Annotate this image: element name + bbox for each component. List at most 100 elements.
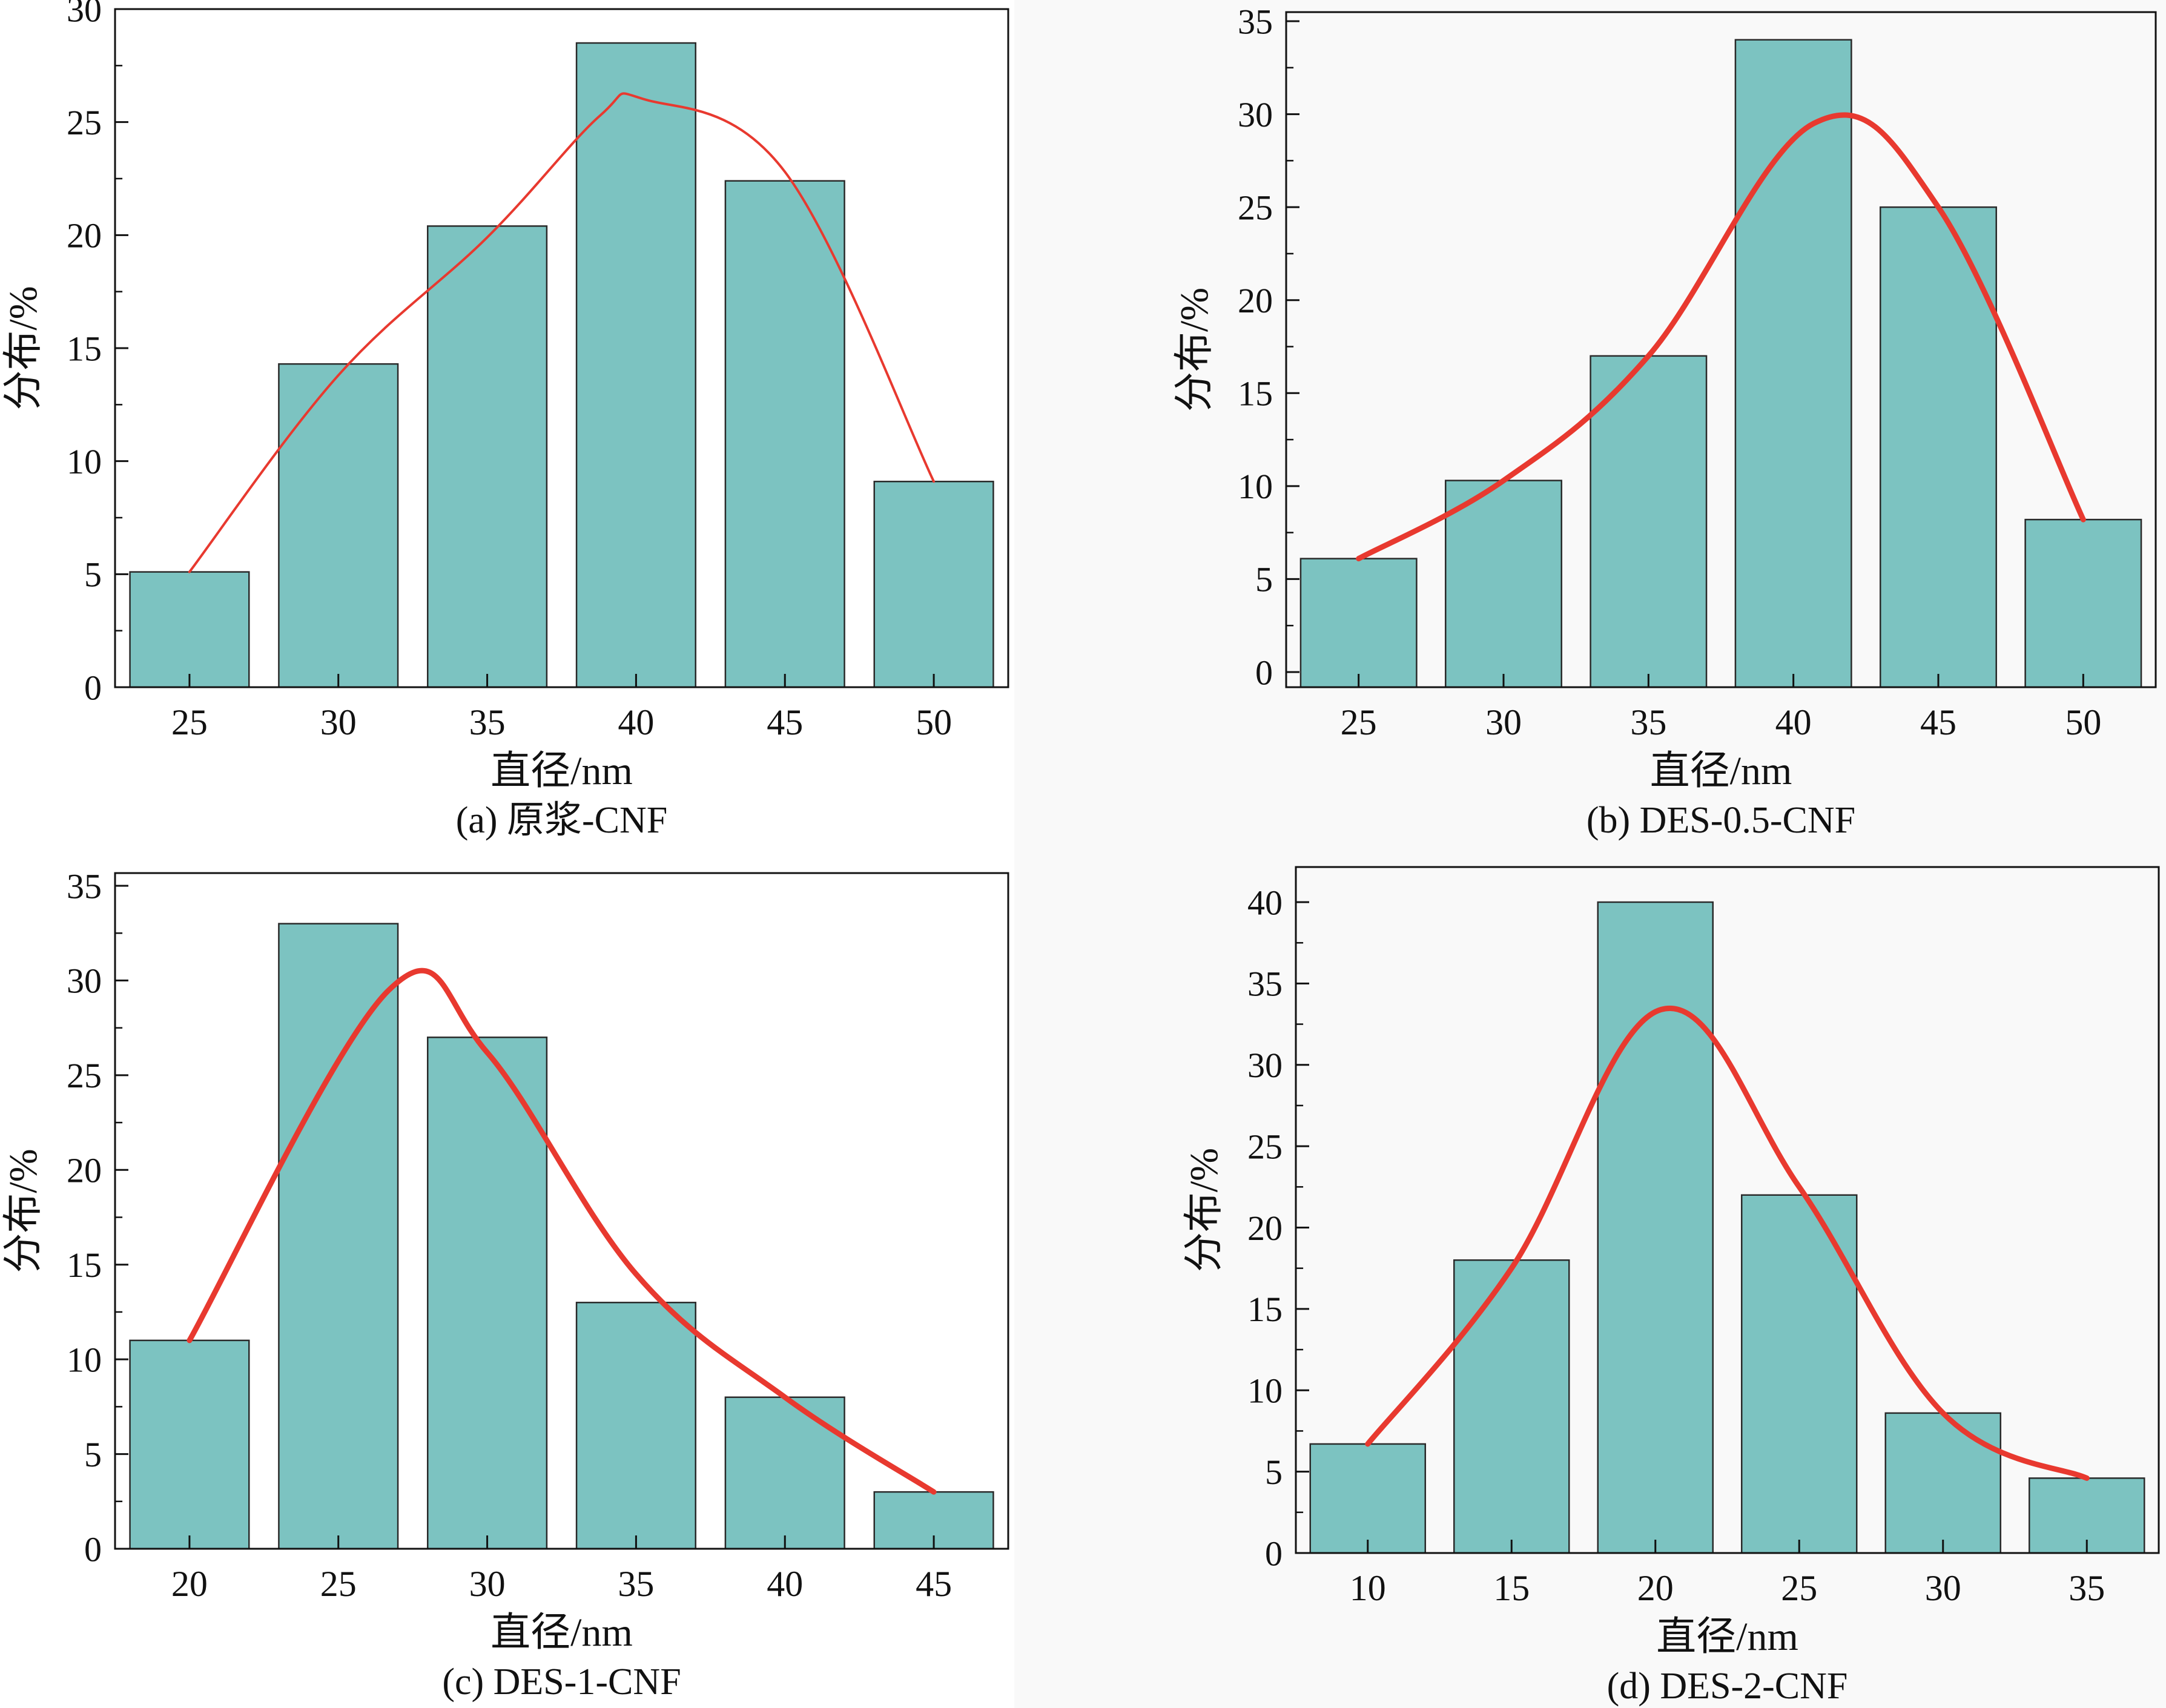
x-tick-label: 25	[171, 702, 208, 742]
y-tick-label: 25	[1247, 1127, 1283, 1166]
y-tick-label: 30	[1238, 95, 1273, 134]
x-tick-label: 35	[1630, 702, 1666, 742]
x-tick-label: 35	[618, 1564, 654, 1604]
y-tick-label: 0	[1265, 1534, 1283, 1573]
y-tick-label: 20	[1238, 281, 1273, 320]
bar-50	[873, 481, 994, 688]
bar-10	[1309, 1443, 1426, 1554]
y-tick-label: 40	[1247, 883, 1283, 922]
bar-20	[1597, 901, 1714, 1554]
panel-caption: (d) DES-2-CNF	[1607, 1666, 1848, 1707]
bar-40	[1734, 39, 1852, 688]
x-tick-label: 45	[767, 702, 803, 742]
x-tick-label: 20	[171, 1564, 208, 1604]
panel-caption: (c) DES-1-CNF	[442, 1661, 681, 1703]
bar-30	[278, 363, 399, 688]
y-axis-label: 分布/%	[1, 286, 45, 410]
bar-35	[1590, 355, 1708, 688]
panel-caption: (a) 原浆-CNF	[456, 800, 668, 841]
x-tick-label: 50	[916, 702, 952, 742]
plot-frame	[114, 872, 1009, 1550]
y-axis-label: 分布/%	[1182, 1148, 1226, 1272]
bar-25	[1741, 1194, 1858, 1554]
bar-25	[1299, 558, 1418, 688]
fit-curve	[187, 968, 937, 1495]
chart-panel-d: 0 5 10 15 20 25 30 35 40 10 15 20 25 30 35 直径/nm 分布/% (d)…	[1182, 866, 2160, 1707]
y-tick-label: 15	[1247, 1290, 1283, 1329]
y-tick-label: 30	[1247, 1046, 1283, 1085]
bar-45	[1880, 206, 1997, 688]
chart-panel-a: 0 5 10 15 20 25 30 25 30 35 40 45 50 直径/nm 分布/% (a) 原浆-…	[1, 0, 1009, 841]
x-tick-label: 30	[320, 702, 357, 742]
bar-30	[1884, 1412, 2001, 1554]
y-tick-label: 15	[67, 1245, 102, 1285]
y-tick-label: 30	[67, 961, 102, 1001]
fit-curve	[1365, 1005, 2090, 1481]
x-axis-label: 直径/nm	[1656, 1615, 1798, 1659]
chart-panel-b: 0 5 10 15 20 25 30 35 25 30 35 40 45 50 直径/nm 分布/% (b) D…	[1172, 2, 2157, 841]
bar-30	[427, 1037, 548, 1550]
x-tick-label: 30	[469, 1564, 506, 1604]
bar-25	[129, 571, 250, 688]
y-tick-label: 10	[67, 442, 102, 481]
y-tick-label: 20	[1247, 1208, 1283, 1248]
bar-35	[575, 1302, 696, 1550]
y-tick-label: 10	[67, 1340, 102, 1379]
x-axis-label: 直径/nm	[490, 749, 633, 793]
bar-30	[1445, 480, 1562, 688]
y-tick-label: 10	[1247, 1371, 1283, 1411]
bar-40	[575, 42, 696, 688]
y-tick-label: 20	[67, 1151, 102, 1190]
x-tick-label: 40	[767, 1564, 803, 1604]
x-tick-label: 25	[1781, 1568, 1817, 1608]
bar-25	[278, 923, 399, 1550]
chart-panel-c: 0 5 10 15 20 25 30 35 20 25 30 35 40 45 直径/nm 分布/% (c) D…	[1, 866, 1009, 1703]
y-tick-label: 30	[67, 0, 102, 29]
y-tick-label: 15	[1238, 374, 1273, 414]
y-tick-label: 35	[67, 866, 102, 906]
panel-caption: (b) DES-0.5-CNF	[1587, 800, 1855, 841]
y-tick-label: 5	[1255, 560, 1273, 599]
y-tick-label: 5	[1265, 1452, 1283, 1492]
y-axis-label: 分布/%	[1172, 288, 1217, 412]
fit-curve	[1356, 112, 2086, 562]
y-tick-label: 15	[67, 329, 102, 368]
y-axis-label: 分布/%	[1, 1149, 45, 1273]
x-tick-label: 15	[1493, 1568, 1530, 1608]
x-tick-label: 35	[469, 702, 506, 742]
y-tick-label: 5	[84, 1435, 102, 1474]
y-tick-label: 0	[84, 1529, 102, 1569]
y-tick-label: 10	[1238, 467, 1273, 506]
x-tick-label: 40	[1775, 702, 1812, 742]
plot-frame	[1295, 866, 2160, 1554]
y-tick-label: 35	[1238, 2, 1273, 41]
x-tick-label: 45	[916, 1564, 952, 1604]
x-tick-label: 30	[1485, 702, 1522, 742]
x-tick-label: 25	[320, 1564, 357, 1604]
y-tick-label: 20	[67, 216, 102, 256]
x-tick-label: 40	[618, 702, 654, 742]
bar-50	[2024, 518, 2142, 688]
x-axis-label: 直径/nm	[490, 1611, 633, 1655]
x-tick-label: 20	[1637, 1568, 1674, 1608]
fit-curve	[188, 92, 936, 573]
plot-frame	[1285, 11, 2157, 688]
bar-45	[724, 180, 845, 688]
x-axis-label: 直径/nm	[1650, 749, 1792, 793]
x-tick-label: 35	[2069, 1568, 2105, 1608]
y-tick-label: 0	[84, 668, 102, 707]
y-tick-label: 25	[67, 103, 102, 142]
bar-40	[724, 1396, 845, 1550]
bar-15	[1453, 1259, 1570, 1554]
y-tick-label: 35	[1247, 964, 1283, 1004]
y-tick-label: 5	[84, 555, 102, 595]
y-tick-label: 25	[1238, 188, 1273, 227]
x-tick-label: 30	[1925, 1568, 1961, 1608]
x-tick-label: 25	[1341, 702, 1377, 742]
x-tick-label: 45	[1920, 702, 1956, 742]
y-tick-label: 25	[67, 1056, 102, 1095]
bar-35	[427, 225, 548, 688]
y-tick-label: 0	[1255, 653, 1273, 692]
x-tick-label: 50	[2065, 702, 2101, 742]
